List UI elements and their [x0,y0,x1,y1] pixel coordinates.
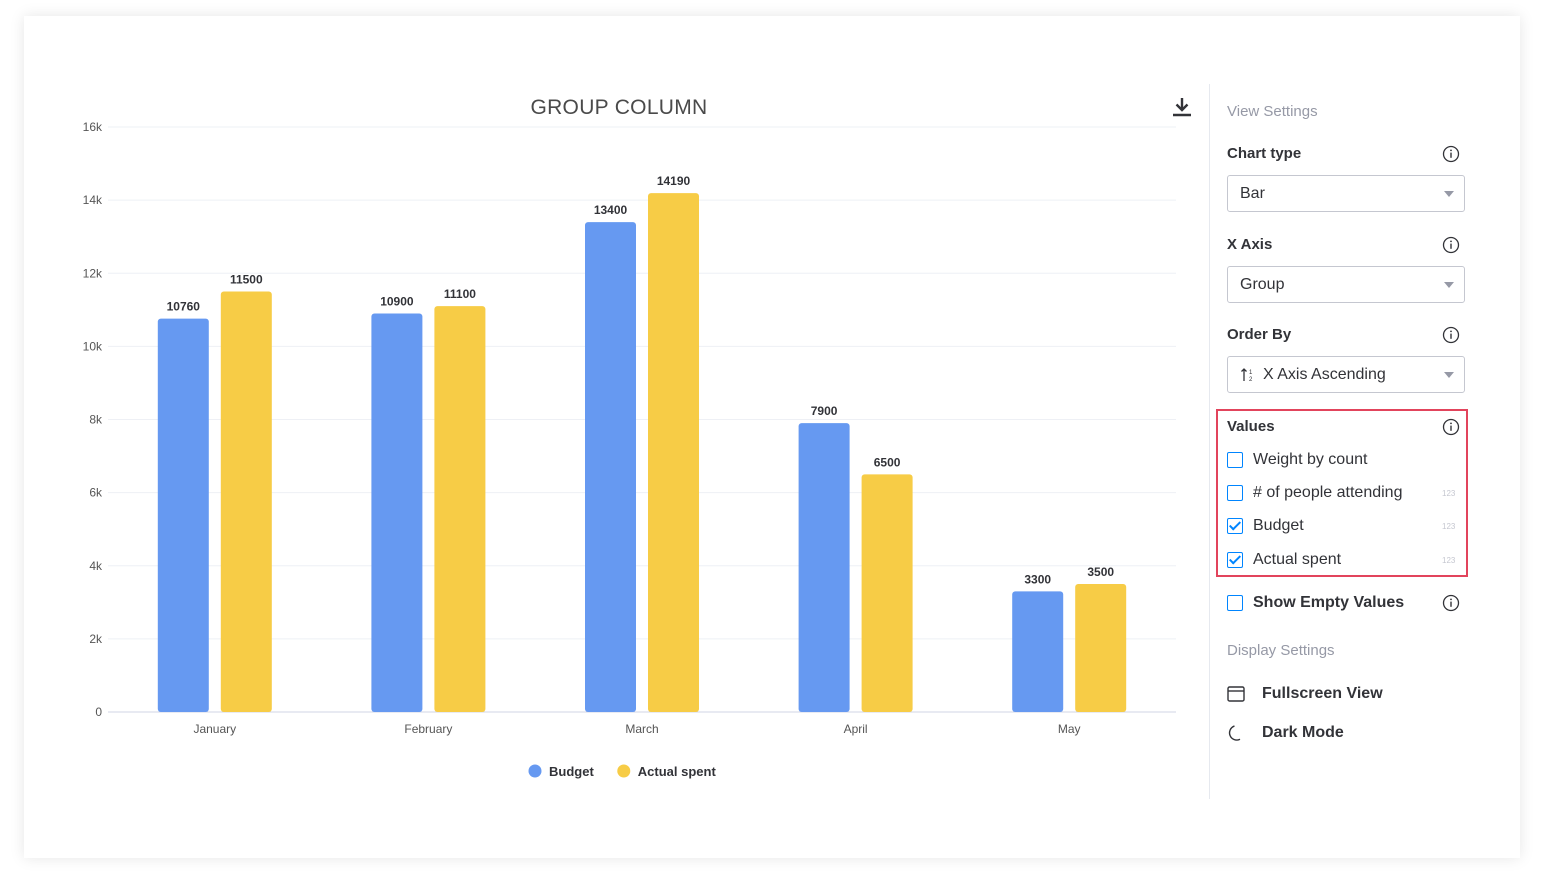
order-by-info-icon[interactable] [1442,326,1460,344]
show-empty-values-label: Show Empty Values [1253,594,1405,611]
bar-budget [585,222,636,712]
value-option-label: Budget [1253,517,1304,534]
x-axis-value: Group [1240,275,1285,293]
x-axis-info-icon[interactable] [1442,236,1460,254]
bar-value-label: 11500 [230,273,263,287]
bar-value-label: 3500 [1087,565,1114,579]
view-settings-panel: View Settings Chart type Bar X Axis Grou… [1216,16,1517,858]
chart-type-info-icon[interactable] [1442,145,1460,163]
y-tick-label: 4k [89,559,103,573]
value-option-people-attending[interactable]: # of people attending [1227,482,1402,504]
svg-text:1: 1 [1249,370,1253,376]
download-button[interactable] [1169,94,1195,120]
bar-value-label: 7900 [811,404,838,418]
view-settings-title: View Settings [1227,103,1318,120]
order-by-label: Order By [1227,326,1292,343]
bar-value-label: 3300 [1024,572,1051,586]
bar-value-label: 14190 [657,174,691,188]
download-icon [1173,98,1191,117]
bar-budget [371,313,423,712]
y-tick-label: 10k [83,339,103,353]
x-tick-label: March [625,722,658,736]
y-tick-label: 0 [95,705,102,719]
value-option-actual-spent[interactable]: Actual spent [1227,549,1341,571]
panel-divider [1209,84,1210,799]
values-highlight-box [1216,409,1468,577]
numeric-column-icon: 123 [1442,556,1456,565]
budget-checkbox[interactable] [1227,518,1243,534]
bar-actual-spent [220,291,272,712]
value-option-label: Actual spent [1253,551,1342,568]
bar-actual-spent [861,474,913,712]
bar-actual-spent [648,193,699,713]
show-empty-values-toggle[interactable]: Show Empty Values [1227,592,1404,614]
fullscreen-view-button[interactable]: Fullscreen View [1227,682,1383,706]
legend-swatch [617,764,631,778]
order-by-select[interactable]: 1 2 X Axis Ascending [1227,356,1465,393]
svg-text:2: 2 [1249,377,1253,383]
numeric-column-icon: 123 [1442,489,1456,498]
y-tick-label: 6k [89,486,103,500]
sort-ascending-icon: 1 2 [1240,367,1256,383]
x-axis-label: X Axis [1227,236,1273,253]
bar-actual-spent [1075,584,1127,712]
x-axis-select[interactable]: Group [1227,266,1465,303]
value-option-label: # of people attending [1253,484,1403,501]
bar-budget [157,318,209,712]
chevron-down-icon [1444,282,1454,288]
chevron-down-icon [1444,191,1454,197]
legend-label: Actual spent [638,764,717,779]
x-tick-label: April [844,722,868,736]
chart-title: GROUP COLUMN [530,96,708,119]
chart-type-value: Bar [1240,184,1265,202]
fullscreen-icon [1227,684,1247,704]
value-option-label: Weight by count [1253,451,1368,468]
weight-by-count-checkbox[interactable] [1227,452,1243,468]
values-info-icon[interactable] [1442,418,1460,436]
order-by-value: X Axis Ascending [1263,365,1386,383]
y-tick-label: 14k [83,193,103,207]
y-tick-label: 12k [83,266,103,280]
display-settings-title: Display Settings [1227,642,1335,659]
show-empty-values-checkbox[interactable] [1227,595,1243,611]
x-tick-label: February [404,722,452,736]
bar-actual-spent [434,306,486,712]
actual-spent-checkbox[interactable] [1227,552,1243,568]
chart-type-select[interactable]: Bar [1227,175,1465,212]
bar-value-label: 11100 [444,287,476,301]
show-empty-info-icon[interactable] [1442,594,1460,612]
y-tick-label: 16k [83,120,103,134]
legend-swatch [528,764,542,778]
values-label: Values [1227,418,1275,435]
chevron-down-icon [1444,372,1454,378]
bar-budget [1012,591,1064,712]
bar-value-label: 13400 [594,203,628,217]
legend-label: Budget [549,764,594,779]
bar-budget [798,423,850,712]
fullscreen-view-label: Fullscreen View [1262,685,1383,702]
y-tick-label: 2k [89,632,103,646]
y-tick-label: 8k [89,413,103,427]
bar-value-label: 10900 [380,294,414,308]
chart-area: GROUP COLUMN 0 2k 4k 6k 8k 10k 12k 14k 16k Januar… [24,16,1209,858]
x-tick-label: May [1058,722,1081,736]
value-option-weight-by-count[interactable]: Weight by count [1227,449,1367,471]
chart-card: GROUP COLUMN 0 2k 4k 6k 8k 10k 12k 14k 16k Januar… [24,16,1520,858]
moon-icon [1227,723,1247,743]
bar-value-label: 10760 [167,300,201,314]
chart-type-label: Chart type [1227,145,1302,162]
x-tick-label: January [193,722,236,736]
bar-value-label: 6500 [874,455,901,469]
bar-chart: 0 2k 4k 6k 8k 10k 12k 14k 16k January 10760 11500 Fe… [83,120,1176,779]
numeric-column-icon: 123 [1442,522,1456,531]
dark-mode-label: Dark Mode [1262,724,1344,741]
dark-mode-button[interactable]: Dark Mode [1227,721,1344,745]
value-option-budget[interactable]: Budget [1227,515,1304,537]
people-attending-checkbox[interactable] [1227,485,1243,501]
